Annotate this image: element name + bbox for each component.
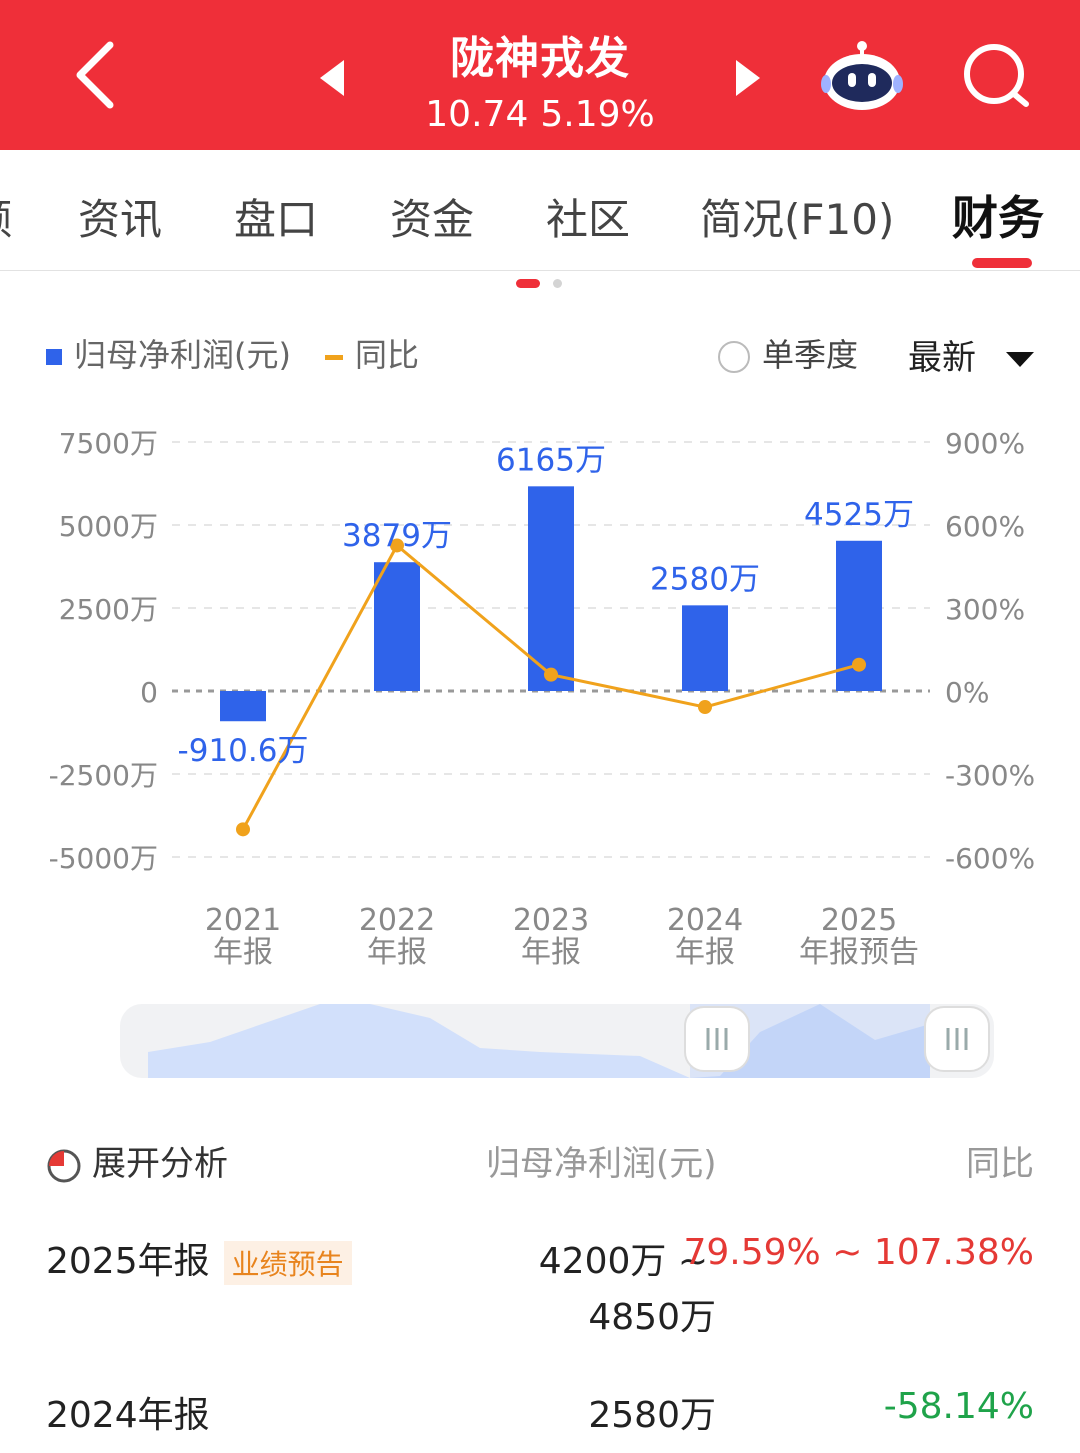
x-tick-label: 年报 xyxy=(675,935,735,970)
y-left-tick-label: 0 xyxy=(140,676,158,709)
y-right-tick-label: 600% xyxy=(945,510,1025,543)
bar xyxy=(528,486,574,691)
active-tab-indicator xyxy=(972,258,1032,268)
header-bar: 陇神戎发 10.74 5.19% xyxy=(0,0,1080,150)
x-tick-label: 2022 xyxy=(359,903,435,938)
page-dot xyxy=(553,279,562,288)
single-quarter-toggle[interactable]: 单季度 xyxy=(718,330,858,376)
profit-chart: 7500万 5000万 2500万 0 -2500万 -5000万 900% 600% 300%… xyxy=(49,427,1036,970)
stock-name: 陇神戎发 xyxy=(450,33,630,84)
tab-order-book[interactable]: 盘口 xyxy=(234,195,319,244)
expand-analysis[interactable]: 展开分析 xyxy=(46,1136,228,1185)
pie-chart-icon xyxy=(47,1149,81,1182)
bar xyxy=(220,691,266,722)
y-right-tick-label: -600% xyxy=(945,842,1035,875)
tab-partial[interactable]: 额 xyxy=(0,186,12,247)
radio-icon[interactable] xyxy=(718,341,750,373)
yoy-point xyxy=(698,700,712,715)
bar-legend-swatch xyxy=(46,349,62,365)
yoy-point xyxy=(236,822,250,837)
slider-handle-left[interactable] xyxy=(684,1006,750,1072)
bar-value-label: 4525万 xyxy=(804,497,914,533)
row-yoy-2025: 79.59% ~ 107.38% xyxy=(683,1232,1035,1273)
y-right-tick-label: -300% xyxy=(945,759,1035,792)
bar xyxy=(682,605,728,691)
chart-range-slider[interactable] xyxy=(120,1004,994,1078)
period-dropdown[interactable]: 最新 xyxy=(908,330,1034,379)
yoy-point xyxy=(390,538,404,553)
line-legend-swatch xyxy=(324,354,343,360)
period-dropdown-label: 最新 xyxy=(908,338,976,378)
y-left-tick-label: 5000万 xyxy=(59,510,158,543)
expand-analysis-label: 展开分析 xyxy=(92,1144,228,1184)
row-period-2024: 2024年报 xyxy=(46,1395,210,1436)
row-yoy-2024: -58.14% xyxy=(883,1386,1034,1427)
slider-preview xyxy=(148,1004,930,1078)
x-tick-label: 2025 xyxy=(821,903,897,938)
y-left-tick-label: -5000万 xyxy=(49,842,158,875)
stock-quote: 10.74 5.19% xyxy=(340,94,740,135)
x-tick-label: 2024 xyxy=(667,903,743,938)
x-tick-label: 年报 xyxy=(521,935,581,970)
tab-bar: 额 资讯 盘口 资金 社区 简况(F10) 财务 xyxy=(0,150,1080,271)
column-header-value: 归母净利润(元) xyxy=(486,1144,717,1184)
tab-profile-f10[interactable]: 简况(F10) xyxy=(700,195,895,244)
x-tick-label: 2023 xyxy=(513,903,589,938)
tab-news[interactable]: 资讯 xyxy=(78,195,163,244)
x-tick-label: 年报 xyxy=(367,935,427,970)
column-header-yoy: 同比 xyxy=(966,1144,1034,1184)
robot-assistant-icon[interactable] xyxy=(820,40,904,114)
single-quarter-label: 单季度 xyxy=(762,336,859,374)
next-stock-icon[interactable] xyxy=(732,58,762,98)
bar-value-label: 2580万 xyxy=(650,561,760,597)
back-arrow-icon[interactable] xyxy=(60,35,130,115)
y-right-tick-label: 300% xyxy=(945,593,1025,626)
grip-icon xyxy=(706,1028,728,1050)
y-right-tick-label: 900% xyxy=(945,427,1025,460)
tab-community[interactable]: 社区 xyxy=(546,195,631,244)
row-value-2024: 2580万 xyxy=(588,1395,716,1436)
search-icon[interactable] xyxy=(962,42,1032,112)
tab-finance[interactable]: 财务 xyxy=(952,191,1044,245)
row-value-2025-line1: 4200万 ~ xyxy=(538,1241,708,1282)
bar xyxy=(374,562,420,691)
bar-legend-label: 归母净利润(元) xyxy=(74,336,291,374)
row-period-2025: 2025年报 业绩预告 xyxy=(46,1232,352,1285)
caret-down-icon xyxy=(1006,352,1034,367)
x-tick-label: 年报预告 xyxy=(799,935,919,970)
forecast-badge: 业绩预告 xyxy=(223,1241,352,1285)
x-tick-label: 年报 xyxy=(213,935,273,970)
page-dot-active xyxy=(516,279,540,288)
stock-change: 5.19% xyxy=(540,94,655,135)
stock-price: 10.74 xyxy=(425,94,529,135)
x-tick-label: 2021 xyxy=(205,903,281,938)
prev-stock-icon[interactable] xyxy=(318,58,348,98)
tab-funds[interactable]: 资金 xyxy=(390,195,475,244)
line-legend-label: 同比 xyxy=(354,336,419,374)
grip-icon xyxy=(946,1028,968,1050)
yoy-point xyxy=(544,667,558,682)
y-right-tick-label: 0% xyxy=(945,676,989,709)
y-left-tick-label: 7500万 xyxy=(59,427,158,460)
yoy-point xyxy=(852,657,866,672)
bar-value-label: 3879万 xyxy=(342,518,452,554)
slider-handle-right[interactable] xyxy=(924,1006,990,1072)
chart-legend: 归母净利润(元) 同比 xyxy=(46,330,419,376)
bar-value-label: -910.6万 xyxy=(178,733,309,769)
period-label: 2025年报 xyxy=(46,1241,210,1282)
y-left-tick-label: 2500万 xyxy=(59,593,158,626)
bar-value-label: 6165万 xyxy=(496,442,606,478)
page-indicator xyxy=(0,276,1080,292)
row-value-2025-line2: 4850万 xyxy=(588,1297,716,1338)
y-left-tick-label: -2500万 xyxy=(49,759,158,792)
